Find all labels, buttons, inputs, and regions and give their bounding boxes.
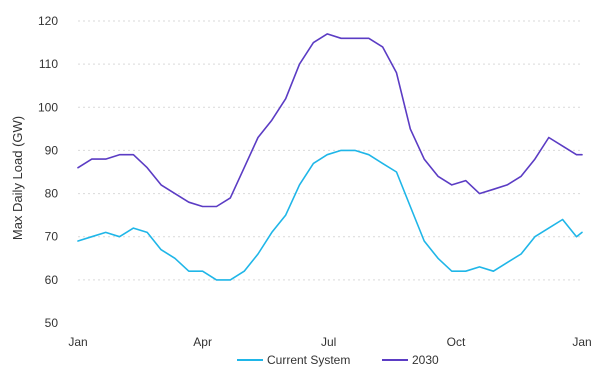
series-line-0 (77, 149, 583, 281)
legend: Current System 2030 (237, 353, 439, 367)
series-line-1 (77, 33, 583, 208)
y-axis-ticks: 50 60 70 80 90 100 110 120 (38, 14, 58, 330)
y-tick-label: 100 (38, 100, 58, 114)
y-tick-label: 80 (45, 187, 59, 201)
y-tick-label: 90 (45, 143, 59, 157)
legend-label: Current System (267, 353, 350, 367)
y-tick-label: 110 (39, 57, 58, 71)
x-tick-label: Apr (193, 335, 212, 349)
y-tick-label: 120 (38, 14, 58, 28)
x-tick-label: Oct (447, 335, 466, 349)
gridlines (78, 20, 582, 281)
y-tick-label: 50 (45, 316, 59, 330)
x-tick-label: Jan (572, 335, 591, 349)
y-tick-label: 60 (45, 273, 59, 287)
x-axis-ticks: Jan Apr Jul Oct Jan (68, 335, 591, 349)
y-tick-label: 70 (45, 230, 59, 244)
x-tick-label: Jan (68, 335, 87, 349)
y-axis-title: Max Daily Load (GW) (10, 116, 25, 240)
legend-label: 2030 (412, 353, 439, 367)
x-tick-label: Jul (321, 335, 336, 349)
series-lines (77, 33, 583, 281)
